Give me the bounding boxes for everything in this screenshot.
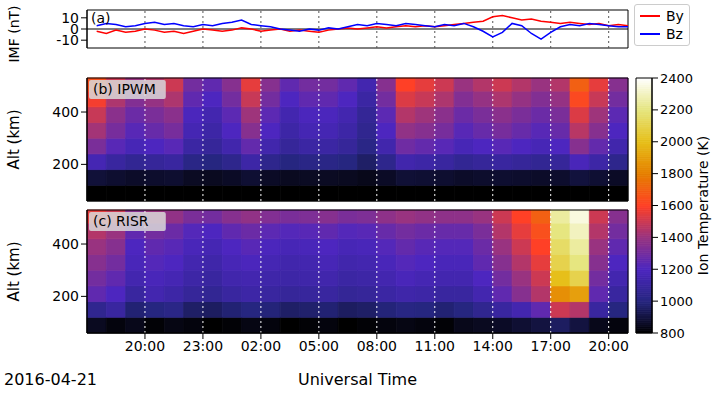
svg-text:17:00: 17:00 <box>531 338 571 354</box>
svg-text:200: 200 <box>52 156 79 172</box>
svg-text:05:00: 05:00 <box>299 338 339 354</box>
svg-text:1600: 1600 <box>660 198 693 213</box>
svg-text:Universal Time: Universal Time <box>298 370 417 389</box>
svg-text:IMF (nT): IMF (nT) <box>6 5 22 62</box>
svg-text:(b) IPWM: (b) IPWM <box>93 81 156 97</box>
svg-text:2200: 2200 <box>660 102 693 117</box>
svg-text:1200: 1200 <box>660 262 693 277</box>
svg-text:1000: 1000 <box>660 294 693 309</box>
svg-text:23:00: 23:00 <box>183 338 223 354</box>
svg-text:0: 0 <box>70 21 79 37</box>
svg-text:(a): (a) <box>91 10 111 26</box>
svg-text:Alt (km): Alt (km) <box>5 109 23 169</box>
svg-text:10: 10 <box>61 10 79 26</box>
svg-text:08:00: 08:00 <box>357 338 397 354</box>
svg-text:-10: -10 <box>56 32 79 49</box>
svg-text:Ion Temperature (K): Ion Temperature (K) <box>695 136 711 275</box>
svg-text:02:00: 02:00 <box>241 338 281 354</box>
html-text:By: By <box>666 8 684 24</box>
svg-text:Alt (km): Alt (km) <box>5 241 23 301</box>
svg-text:20:00: 20:00 <box>588 338 628 354</box>
svg-text:(c) RISR: (c) RISR <box>93 213 149 229</box>
svg-text:800: 800 <box>660 326 685 341</box>
svg-text:11:00: 11:00 <box>415 338 455 354</box>
svg-text:14:00: 14:00 <box>473 338 513 354</box>
svg-text:1800: 1800 <box>660 166 693 181</box>
svg-text:400: 400 <box>52 236 79 252</box>
svg-text:2400: 2400 <box>660 71 693 86</box>
svg-text:20:00: 20:00 <box>125 338 165 354</box>
svg-text:200: 200 <box>52 288 79 304</box>
svg-text:2000: 2000 <box>660 134 693 149</box>
html-text:Bz: Bz <box>666 26 683 42</box>
svg-text:400: 400 <box>52 104 79 120</box>
svg-text:1400: 1400 <box>660 230 693 245</box>
svg-text:2016-04-21: 2016-04-21 <box>4 370 97 389</box>
